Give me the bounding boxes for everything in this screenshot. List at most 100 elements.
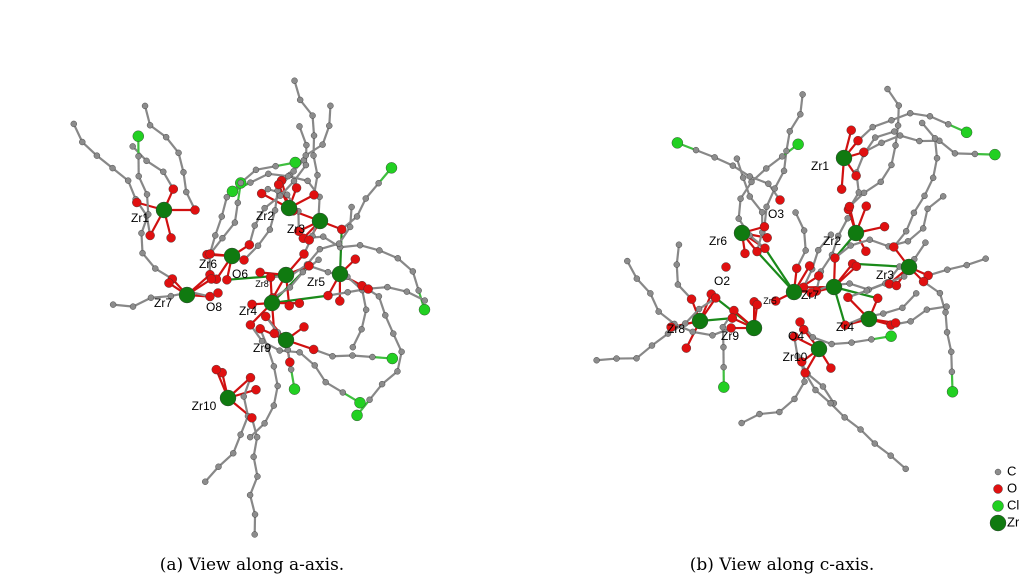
carbon xyxy=(895,123,901,129)
atom-label: Zr3 xyxy=(287,222,305,236)
carbon xyxy=(930,175,936,181)
carbon xyxy=(861,190,867,196)
carbon xyxy=(252,511,258,517)
carbon xyxy=(888,453,894,459)
carbon xyxy=(820,383,826,389)
carbon xyxy=(376,293,382,299)
carbon xyxy=(845,215,851,221)
oxygen xyxy=(889,242,898,251)
carbon xyxy=(354,213,360,219)
carbon xyxy=(907,110,913,116)
carbon xyxy=(801,228,807,234)
carbon xyxy=(316,257,322,263)
caption: (b) View along c-axis. xyxy=(690,555,875,575)
oxygen xyxy=(335,297,344,306)
carbon xyxy=(802,379,808,385)
oxygen xyxy=(843,293,852,302)
oxygen xyxy=(261,312,270,321)
carbon xyxy=(273,163,279,169)
carbon xyxy=(949,369,955,375)
oxygen xyxy=(364,285,373,294)
oxygen xyxy=(919,277,928,286)
carbon xyxy=(347,224,353,230)
chlorine xyxy=(989,149,1000,160)
chlorine xyxy=(672,137,683,148)
carbon xyxy=(336,241,342,247)
legend-label: O xyxy=(1007,480,1017,495)
carbon xyxy=(983,256,989,262)
carbon xyxy=(138,230,144,236)
carbon xyxy=(144,191,150,197)
carbon xyxy=(271,403,277,409)
oxygen xyxy=(763,233,772,242)
carbon xyxy=(329,353,335,359)
carbon xyxy=(721,364,727,370)
carbon xyxy=(160,169,166,175)
carbon xyxy=(271,363,277,369)
oxygen xyxy=(310,190,319,199)
atom-label: Zr8 xyxy=(255,279,269,289)
oxygen xyxy=(285,358,294,367)
carbon xyxy=(291,168,297,174)
oxygen xyxy=(191,206,200,215)
atom-label: Zr7 xyxy=(801,288,819,302)
carbon xyxy=(323,379,329,385)
carbon xyxy=(842,414,848,420)
carbon xyxy=(215,464,221,470)
carbon xyxy=(136,173,142,179)
carbon xyxy=(303,142,309,148)
carbon xyxy=(212,232,218,238)
carbon xyxy=(712,154,718,160)
legend-label: Zr xyxy=(1007,514,1019,529)
carbon xyxy=(254,434,260,440)
atom-label: Zr6 xyxy=(199,257,217,271)
carbon xyxy=(325,269,331,275)
oxygen xyxy=(892,281,901,290)
carbon xyxy=(765,181,771,187)
zirconium xyxy=(281,200,297,216)
carbon xyxy=(827,400,833,406)
atom-label: Zr5 xyxy=(307,275,325,289)
carbon xyxy=(340,389,346,395)
zirconium xyxy=(220,390,236,406)
chlorine xyxy=(352,410,363,421)
carbon xyxy=(803,247,809,253)
carbon xyxy=(394,368,400,374)
carbon xyxy=(422,298,428,304)
legend-marker xyxy=(993,501,1004,512)
chlorine xyxy=(290,157,301,168)
carbon xyxy=(255,243,261,249)
carbon xyxy=(634,276,640,282)
oxygen xyxy=(861,247,870,256)
carbon xyxy=(277,193,283,199)
carbon xyxy=(927,113,933,119)
atom-label: Zr4 xyxy=(239,304,257,318)
zirconium xyxy=(692,313,708,329)
carbon xyxy=(376,247,382,253)
oxygen xyxy=(246,373,255,382)
carbon xyxy=(647,290,653,296)
carbon xyxy=(919,120,925,126)
carbon xyxy=(144,158,150,164)
carbon xyxy=(849,340,855,346)
carbon xyxy=(867,237,873,243)
oxygen xyxy=(852,171,861,180)
carbon xyxy=(399,349,405,355)
zirconium xyxy=(278,267,294,283)
zirconium xyxy=(278,332,294,348)
carbon xyxy=(879,140,885,146)
carbon xyxy=(350,344,356,350)
legend-marker xyxy=(994,485,1003,494)
carbon xyxy=(896,103,902,109)
carbon xyxy=(292,78,298,84)
oxygen xyxy=(132,198,141,207)
carbon xyxy=(130,143,136,149)
carbon xyxy=(872,441,878,447)
carbon xyxy=(913,290,919,296)
oxygen xyxy=(728,314,737,323)
oxygen xyxy=(169,185,178,194)
carbon xyxy=(296,123,302,129)
carbon xyxy=(94,153,100,159)
bond xyxy=(757,252,794,292)
carbon xyxy=(125,178,131,184)
